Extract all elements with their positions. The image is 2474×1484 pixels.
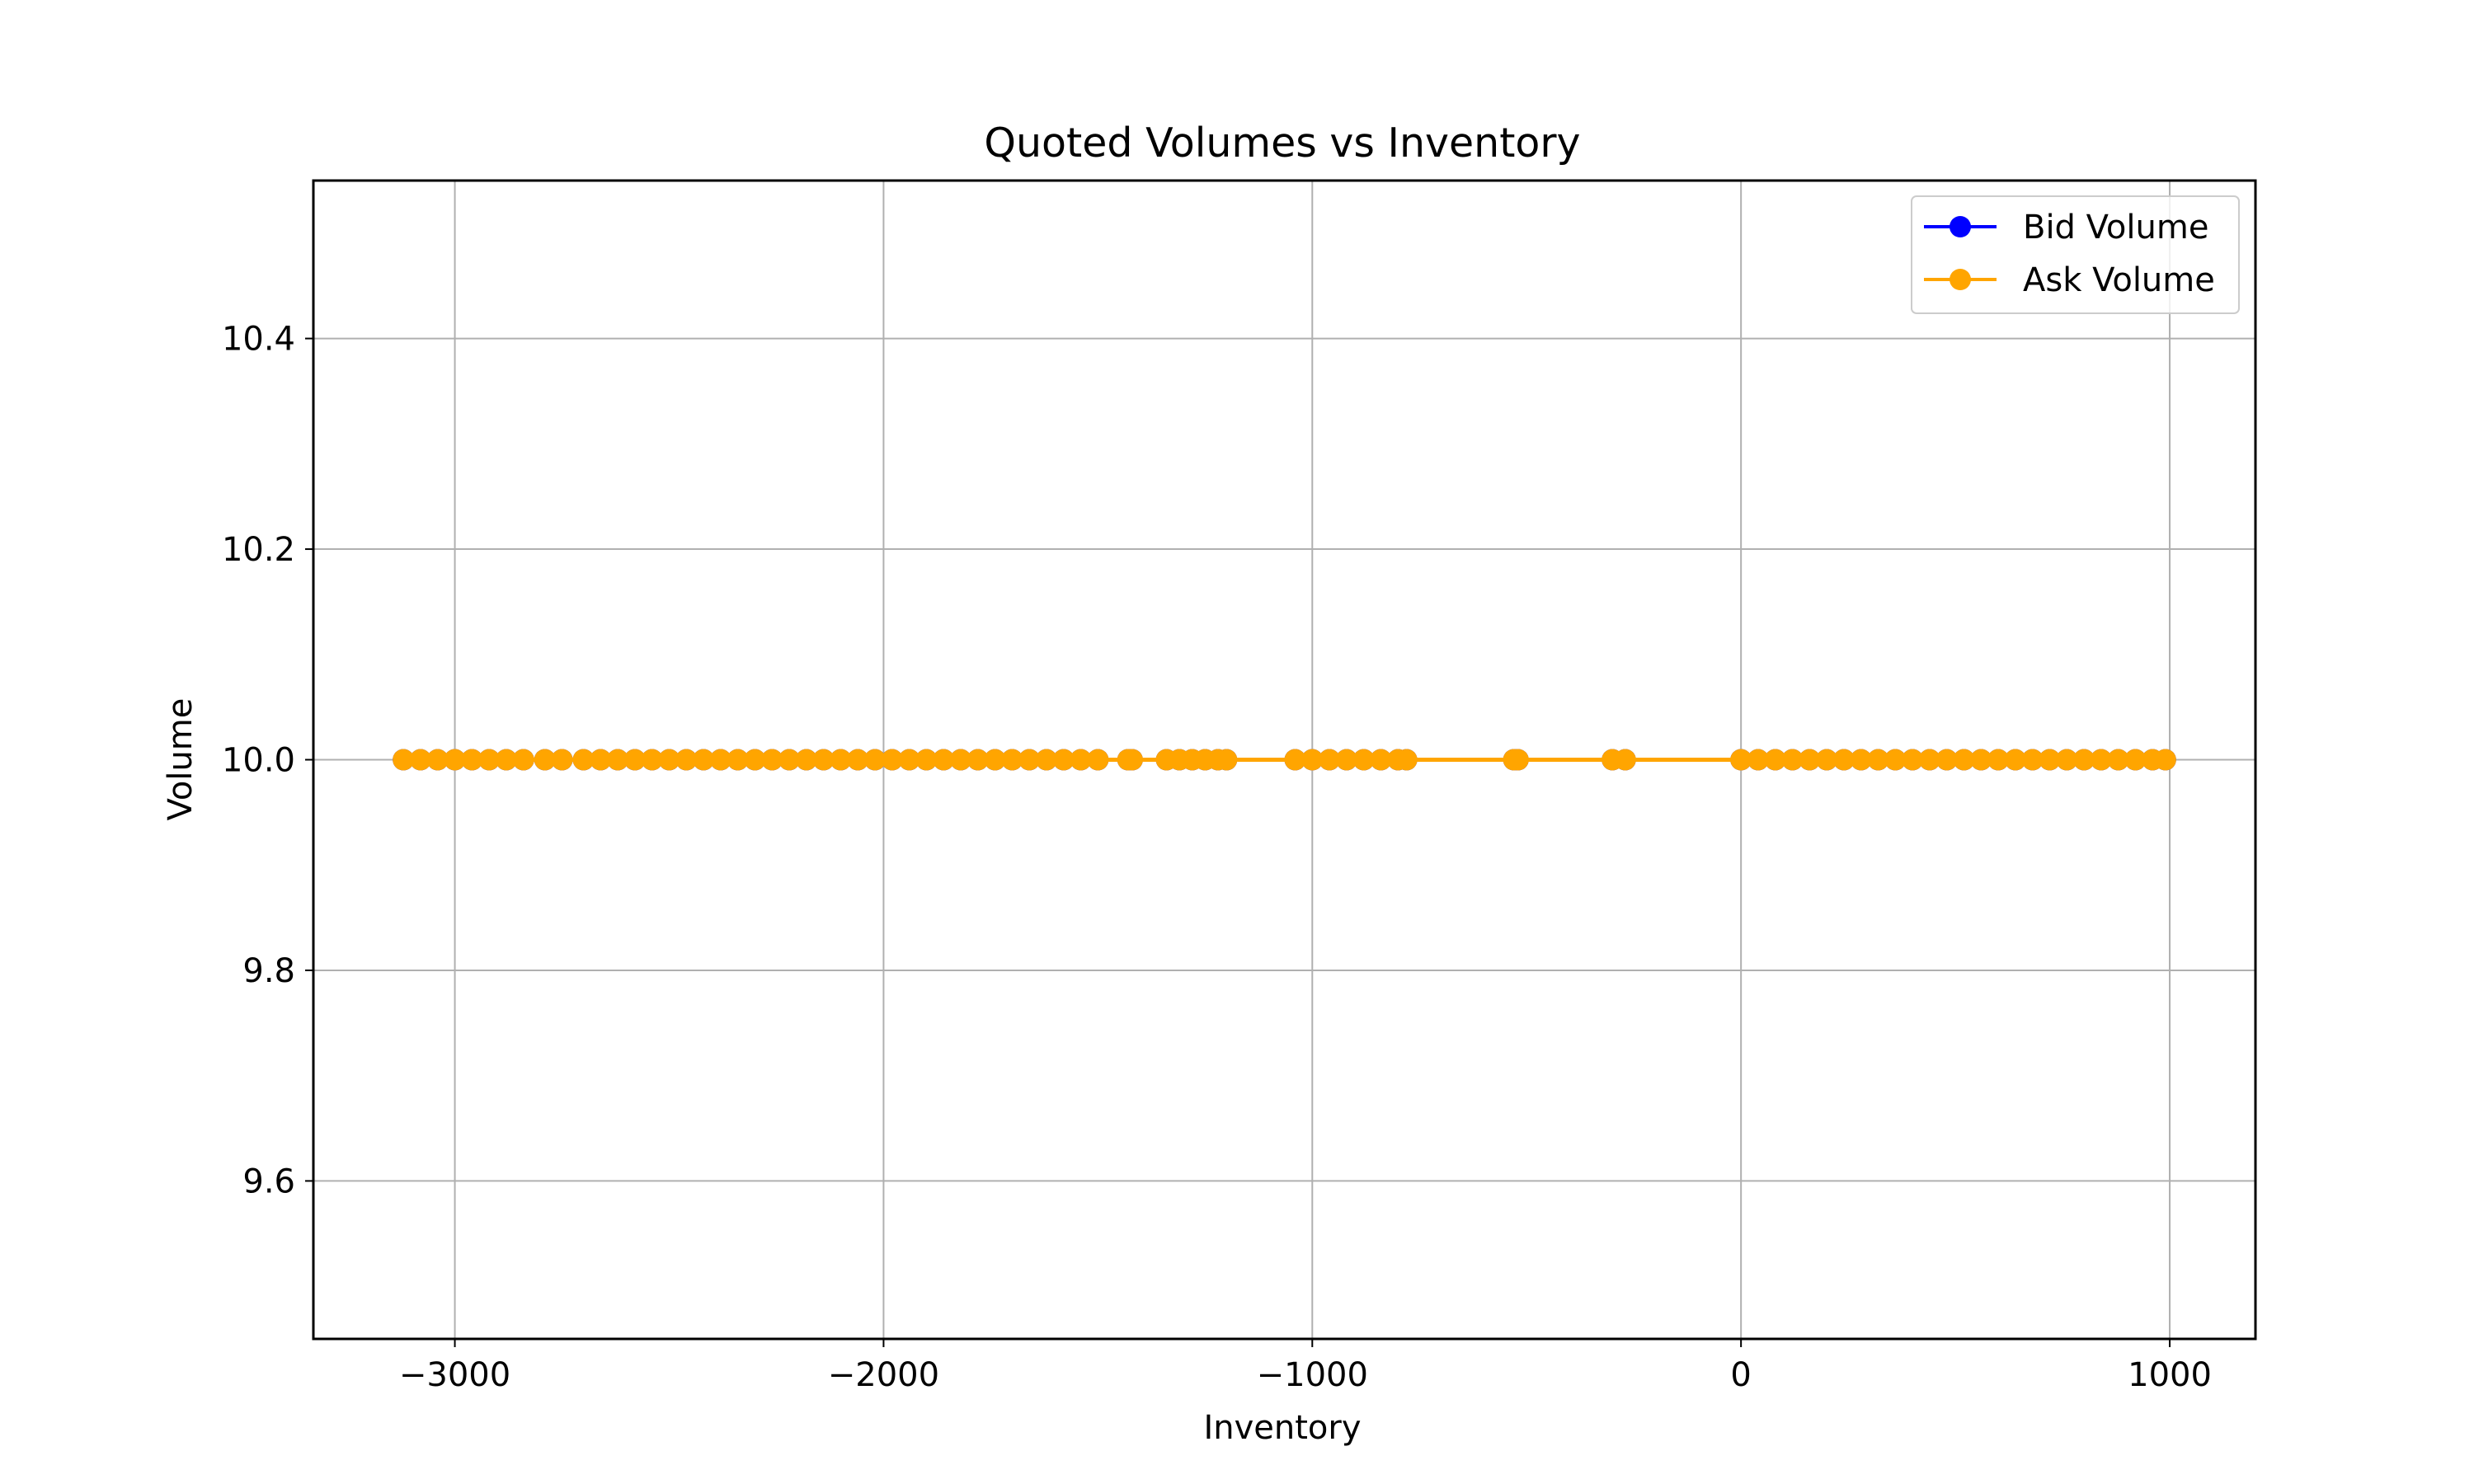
data-point-ask-volume	[1395, 749, 1418, 771]
data-point-ask-volume	[590, 749, 612, 771]
data-point-ask-volume	[2073, 749, 2095, 771]
y-tick-label: 10.2	[222, 531, 295, 569]
data-point-ask-volume	[551, 749, 573, 771]
legend-label-bid: Bid Volume	[2023, 209, 2208, 247]
data-point-ask-volume	[1087, 749, 1109, 771]
legend-marker-ask	[1950, 269, 1971, 290]
data-point-ask-volume	[915, 749, 938, 771]
data-point-ask-volume	[812, 749, 835, 771]
data-point-ask-volume	[898, 749, 920, 771]
data-point-ask-volume	[495, 749, 517, 771]
data-point-ask-volume	[658, 749, 680, 771]
data-point-ask-volume	[864, 749, 887, 771]
data-point-ask-volume	[1335, 749, 1357, 771]
data-point-ask-volume	[984, 749, 1006, 771]
x-tick-label: −3000	[399, 1356, 510, 1394]
data-point-ask-volume	[778, 749, 801, 771]
data-point-ask-volume	[1018, 749, 1041, 771]
data-point-ask-volume	[572, 749, 595, 771]
data-point-ask-volume	[1884, 749, 1907, 771]
data-point-ask-volume	[1935, 749, 1958, 771]
data-point-ask-volume	[1747, 749, 1769, 771]
data-point-ask-volume	[2056, 749, 2078, 771]
data-point-ask-volume	[1507, 749, 1529, 771]
data-point-ask-volume	[1052, 749, 1075, 771]
data-point-ask-volume	[847, 749, 869, 771]
data-point-ask-volume	[1781, 749, 1804, 771]
data-point-ask-volume	[1970, 749, 1992, 771]
data-point-ask-volume	[1284, 749, 1306, 771]
data-point-ask-volume	[444, 749, 466, 771]
legend-label-ask: Ask Volume	[2023, 261, 2215, 299]
y-tick-label: 10.0	[222, 742, 295, 780]
data-point-ask-volume	[675, 749, 698, 771]
data-point-ask-volume	[1832, 749, 1855, 771]
data-point-ask-volume	[1035, 749, 1057, 771]
data-point-ask-volume	[693, 749, 715, 771]
data-point-ask-volume	[1319, 749, 1341, 771]
data-point-ask-volume	[967, 749, 989, 771]
x-tick-label: −2000	[828, 1356, 939, 1394]
data-point-ask-volume	[623, 749, 646, 771]
data-point-ask-volume	[1730, 749, 1752, 771]
data-point-ask-volume	[2090, 749, 2112, 771]
data-point-ask-volume	[1301, 749, 1324, 771]
data-point-ask-volume	[2124, 749, 2147, 771]
data-point-ask-volume	[1867, 749, 1889, 771]
data-point-ask-volume	[2021, 749, 2044, 771]
y-axis-label: Volume	[162, 698, 200, 821]
data-point-ask-volume	[709, 749, 731, 771]
data-point-ask-volume	[1121, 749, 1143, 771]
x-tick-label: 1000	[2128, 1356, 2212, 1394]
data-point-ask-volume	[1918, 749, 1940, 771]
data-point-ask-volume	[761, 749, 783, 771]
data-point-ask-volume	[512, 749, 534, 771]
axis-ticks: −3000 −2000 −1000 0 1000 9.6 9.8 10.0 10.2 10.4	[222, 321, 2212, 1394]
data-point-ask-volume	[1799, 749, 1821, 771]
data-point-ask-volume	[409, 749, 431, 771]
legend-marker-bid	[1950, 216, 1971, 237]
data-point-ask-volume	[2154, 749, 2176, 771]
data-point-ask-volume	[1902, 749, 1924, 771]
data-point-ask-volume	[2039, 749, 2061, 771]
data-point-ask-volume	[933, 749, 955, 771]
legend: Bid Volume Ask Volume	[1911, 195, 2240, 314]
data-point-ask-volume	[641, 749, 663, 771]
data-point-ask-volume	[744, 749, 766, 771]
data-point-ask-volume	[1816, 749, 1838, 771]
x-tick-label: −1000	[1257, 1356, 1368, 1394]
y-tick-label: 9.8	[242, 952, 295, 990]
chart-title: Quoted Volumes vs Inventory	[984, 120, 1580, 167]
data-point-ask-volume	[478, 749, 501, 771]
y-tick-label: 9.6	[242, 1162, 295, 1200]
data-point-ask-volume	[1001, 749, 1023, 771]
data-point-ask-volume	[393, 749, 415, 771]
data-point-ask-volume	[881, 749, 903, 771]
data-point-ask-volume	[1764, 749, 1786, 771]
data-point-ask-volume	[727, 749, 749, 771]
y-tick-label: 10.4	[222, 321, 295, 359]
data-point-ask-volume	[1370, 749, 1392, 771]
x-tick-label: 0	[1730, 1356, 1751, 1394]
data-point-ask-volume	[830, 749, 852, 771]
data-point-ask-volume	[950, 749, 971, 771]
data-point-ask-volume	[534, 749, 556, 771]
data-point-ask-volume	[607, 749, 629, 771]
plot-series	[393, 749, 2176, 771]
data-point-ask-volume	[1352, 749, 1375, 771]
data-point-ask-volume	[426, 749, 449, 771]
x-axis-label: Inventory	[1203, 1409, 1361, 1447]
data-point-ask-volume	[1987, 749, 2010, 771]
data-point-ask-volume	[1850, 749, 1872, 771]
data-point-ask-volume	[1953, 749, 1975, 771]
data-point-ask-volume	[1216, 749, 1238, 771]
data-point-ask-volume	[1070, 749, 1092, 771]
data-point-ask-volume	[795, 749, 817, 771]
data-point-ask-volume	[2004, 749, 2026, 771]
data-point-ask-volume	[1614, 749, 1636, 771]
series-ask-volume	[393, 749, 2176, 771]
data-point-ask-volume	[461, 749, 483, 771]
data-point-ask-volume	[2107, 749, 2129, 771]
